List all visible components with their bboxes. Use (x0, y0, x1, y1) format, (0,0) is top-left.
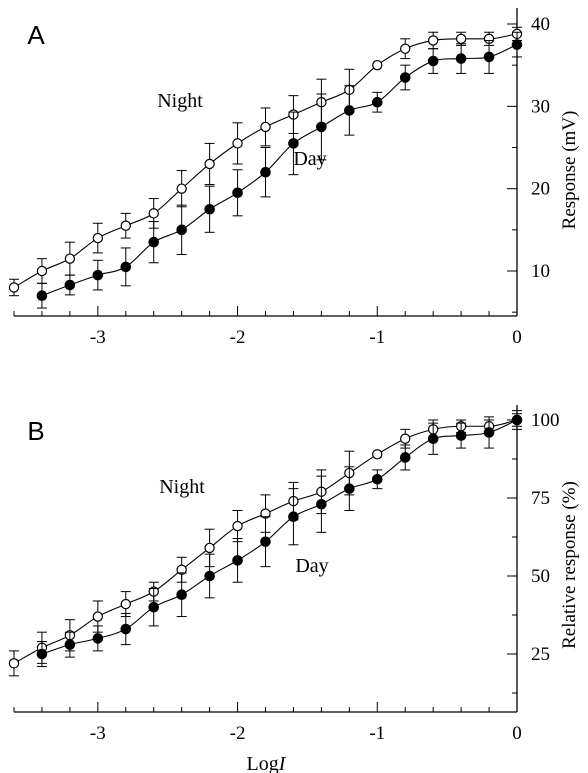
filled-point (483, 427, 495, 438)
x-tick-label: -1 (369, 327, 385, 348)
y-tick-label: 40 (531, 14, 550, 35)
filled-point (371, 96, 383, 108)
filled-point (120, 261, 132, 273)
filled-point (92, 633, 104, 644)
filled-point (176, 589, 187, 601)
filled-point (260, 166, 271, 178)
filled-point (371, 473, 383, 485)
filled-point (344, 105, 355, 116)
open-point (455, 33, 467, 45)
x-axis-label-prefix: Log (247, 753, 279, 773)
y-axis-label: Response (mV) (559, 111, 580, 230)
filled-point (483, 51, 495, 63)
filled-point (120, 623, 132, 635)
filled-point (288, 511, 299, 523)
open-point (64, 253, 76, 264)
panel-b: B -3 -2 -1 0 25 50 75 100 Relative response (%) Ni… (8, 405, 580, 773)
filled-point (176, 224, 187, 236)
open-point (92, 611, 104, 622)
filled-point (204, 203, 215, 215)
open-point (120, 598, 131, 610)
open-point (427, 35, 439, 46)
open-point (232, 520, 243, 532)
open-point (372, 449, 383, 460)
x-tick-label: -2 (230, 723, 246, 744)
filled-point (92, 269, 104, 281)
fit-curve (41, 44, 518, 297)
annotation-night: Night (159, 476, 205, 498)
filled-point (148, 236, 160, 248)
filled-point (232, 187, 243, 199)
filled-point (455, 53, 467, 64)
y-tick-label: 50 (531, 566, 550, 587)
filled-point (232, 555, 243, 566)
y-tick-label: 100 (531, 410, 560, 431)
filled-point (64, 639, 76, 650)
filled-point (316, 498, 327, 510)
x-tick-label: 0 (512, 327, 522, 348)
y-tick-label: 30 (531, 96, 550, 117)
annotation-day: Day (295, 555, 328, 577)
open-point (176, 183, 187, 194)
panel-label: A (27, 20, 45, 50)
filled-point (344, 483, 355, 494)
open-point (120, 220, 131, 231)
x-tick-label: -2 (230, 327, 246, 348)
filled-point (260, 536, 271, 547)
open-point (204, 158, 215, 170)
annotation-day: Day (293, 148, 326, 170)
x-tick-label: 0 (512, 723, 522, 744)
filled-point (427, 55, 439, 67)
x-tick-label: -1 (369, 723, 385, 744)
filled-point (148, 601, 160, 613)
filled-point (288, 138, 299, 149)
x-tick-label: -3 (90, 327, 106, 348)
open-point (232, 138, 243, 149)
panel-label: B (27, 416, 44, 446)
annotation-night: Night (157, 90, 203, 112)
x-axis-label-variable: I (278, 753, 287, 773)
filled-point (399, 452, 411, 463)
x-tick-label: -3 (90, 723, 106, 744)
open-point (148, 208, 159, 219)
filled-point (204, 570, 215, 582)
filled-point (455, 430, 467, 441)
y-tick-label: 25 (531, 644, 550, 665)
open-point (400, 43, 411, 54)
x-axis-label: LogI (247, 753, 287, 773)
y-tick-label: 75 (531, 488, 550, 509)
series-filled (36, 410, 523, 667)
filled-point (316, 121, 327, 133)
filled-point (64, 279, 76, 291)
open-point (92, 232, 104, 244)
open-point (8, 658, 20, 669)
y-axis-label: Relative response (%) (559, 481, 580, 649)
filled-point (427, 433, 439, 445)
filled-point (36, 648, 48, 660)
series-filled (36, 31, 523, 309)
filled-point (36, 290, 48, 302)
filled-point (511, 414, 523, 426)
open-point (400, 433, 411, 444)
y-tick-label: 10 (531, 261, 550, 282)
filled-point (511, 39, 523, 50)
fit-curve (41, 419, 518, 655)
open-point (36, 265, 48, 277)
y-tick-label: 20 (531, 179, 550, 200)
open-point (8, 282, 20, 293)
panel-a: A -3 -2 -1 0 10 20 30 40 Response (mV) Night Day (8, 8, 580, 348)
open-point (260, 121, 271, 133)
open-point (204, 542, 215, 554)
open-point (372, 59, 383, 71)
filled-point (399, 72, 411, 83)
